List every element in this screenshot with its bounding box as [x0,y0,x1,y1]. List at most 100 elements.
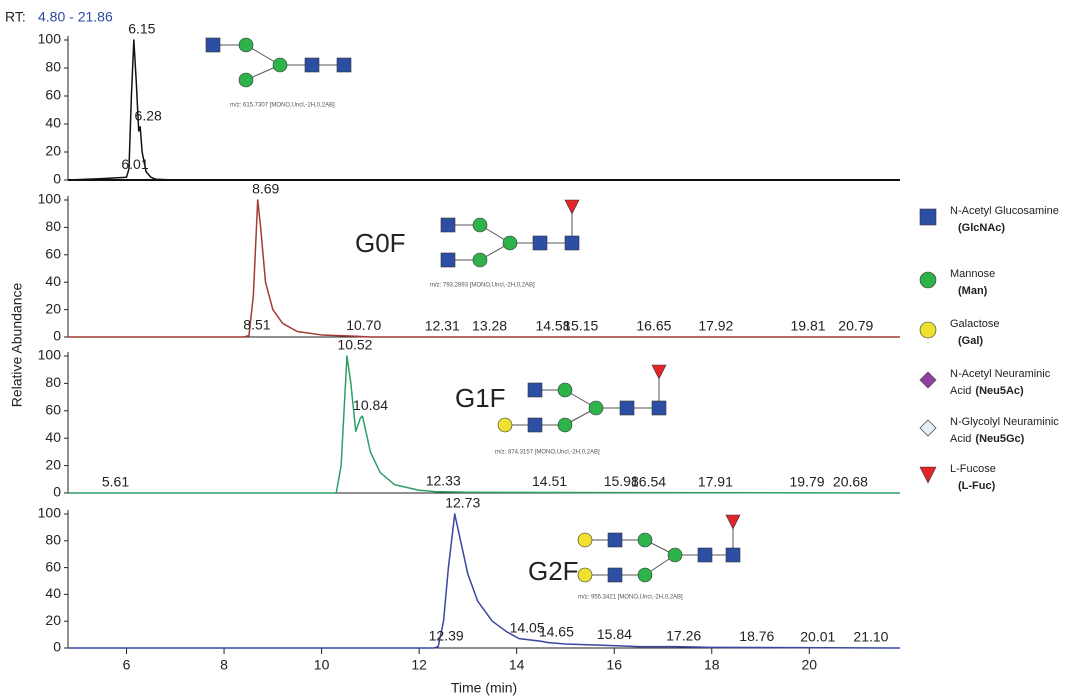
peak-label: 13.28 [472,318,507,334]
glycan-residue [725,514,741,530]
x-tick-label: 18 [704,657,720,673]
glycan-residue [619,400,635,416]
x-tick-label: 16 [606,657,622,673]
glycan-residue [607,567,623,583]
legend-icon [919,321,937,339]
legend-text: N-Acetyl Neuraminic [950,368,1051,380]
glycan-residue [238,72,254,88]
y-tick-label: 40 [45,115,61,131]
glycan-residue [577,532,593,548]
peak-label: 12.39 [429,627,464,643]
glycan-residue [557,382,573,398]
x-tick-label: 10 [314,657,330,673]
legend-abbr-line: (Gal) [958,335,983,347]
legend-abbr-line: (L-Fuc) [958,480,996,492]
glycan-residue [527,417,543,433]
y-tick-label: 40 [45,585,61,601]
glycan-residue [667,547,683,563]
trace [68,199,900,338]
legend-abbr: (Gal) [958,335,983,347]
peak-label: 12.33 [426,472,461,488]
y-tick-label: 0 [53,639,61,655]
glycan-residue [502,235,518,251]
peak-label: 16.54 [631,473,666,489]
glycan-residue [238,37,254,53]
legend-icon [919,208,937,226]
glycan-residue [205,37,221,53]
peak-label: 6.15 [128,21,155,37]
y-tick-label: 80 [45,218,61,234]
y-tick-label: 0 [53,328,61,344]
legend-text: Galactose [950,318,1000,330]
peak-label: 19.79 [790,474,825,490]
peak-label: 14.65 [539,623,574,639]
peak-label: 17.26 [666,627,701,643]
legend-text: L-Fucose [950,463,996,475]
y-tick-label: 100 [38,191,62,207]
legend-abbr: (L-Fuc) [958,480,996,492]
glycan-residue [564,199,580,215]
glycan-residue [697,547,713,563]
peak-label: 15.84 [597,626,632,642]
glycan-name: G0F [355,228,406,258]
x-tick-label: 12 [411,657,427,673]
structure-note: m/z: 874.3157 [MONO,Uncl,-2H,0,2AB] [495,450,600,456]
peak-label: 6.01 [121,156,148,172]
peak-label: 8.51 [243,316,270,332]
glycan-residue [440,252,456,268]
y-tick-label: 40 [45,429,61,445]
glycan-residue [651,400,667,416]
trace [68,513,901,649]
glycan-name: G2F [528,556,579,586]
peak-label: 10.70 [346,317,381,333]
peak-label: 5.61 [102,474,129,490]
y-tick-label: 40 [45,273,61,289]
y-tick-label: 20 [45,456,61,472]
glycan-residue [607,532,623,548]
peak-label: 15.98 [604,473,639,489]
peak-label: 10.52 [337,337,372,353]
glycan-residue [651,364,667,380]
glycan-residue [527,382,543,398]
y-axis-label: Relative Abundance [9,283,25,408]
peak-label: 21.10 [853,629,888,645]
y-tick-label: 100 [38,31,62,47]
glycan-residue [588,400,604,416]
glycan-residue [532,235,548,251]
peak-label: 10.84 [353,397,388,413]
legend-abbr: (Neu5Gc) [975,433,1024,445]
legend-abbr-line: (Man) [958,285,988,297]
legend-text: Mannose [950,268,995,280]
glycan-residue [497,417,513,433]
legend-icon [919,371,937,389]
glycan-residue [637,532,653,548]
glycan-residue [472,217,488,233]
glycan-residue [272,57,288,73]
rt-prefix: RT: [5,9,26,25]
trace [67,39,900,181]
y-tick-label: 60 [45,558,61,574]
glycan-residue [725,547,741,563]
peak-label: 16.65 [636,318,671,334]
glycan-residue [564,235,580,251]
peak-label: 6.28 [135,108,162,124]
peak-label: 14.58 [535,318,570,334]
legend-abbr: (Neu5Ac) [975,385,1024,397]
y-tick-label: 20 [45,300,61,316]
x-tick-label: 20 [802,657,818,673]
legend-abbr-line: Acid (Neu5Gc) [950,433,1025,445]
glycan-residue [637,567,653,583]
peak-label: 12.73 [445,495,480,511]
y-tick-label: 20 [45,612,61,628]
peak-label: 19.81 [791,318,826,334]
y-tick-label: 0 [53,484,61,500]
x-tick-label: 8 [220,657,228,673]
y-tick-label: 80 [45,532,61,548]
y-tick-label: 100 [38,505,62,521]
glycan-residue [577,567,593,583]
glycan-residue [557,417,573,433]
structure-note: m/z: 955.3421 [MONO,Uncl,-2H,0,2AB] [578,595,683,601]
glycan-name: G1F [455,383,506,413]
y-tick-label: 80 [45,374,61,390]
